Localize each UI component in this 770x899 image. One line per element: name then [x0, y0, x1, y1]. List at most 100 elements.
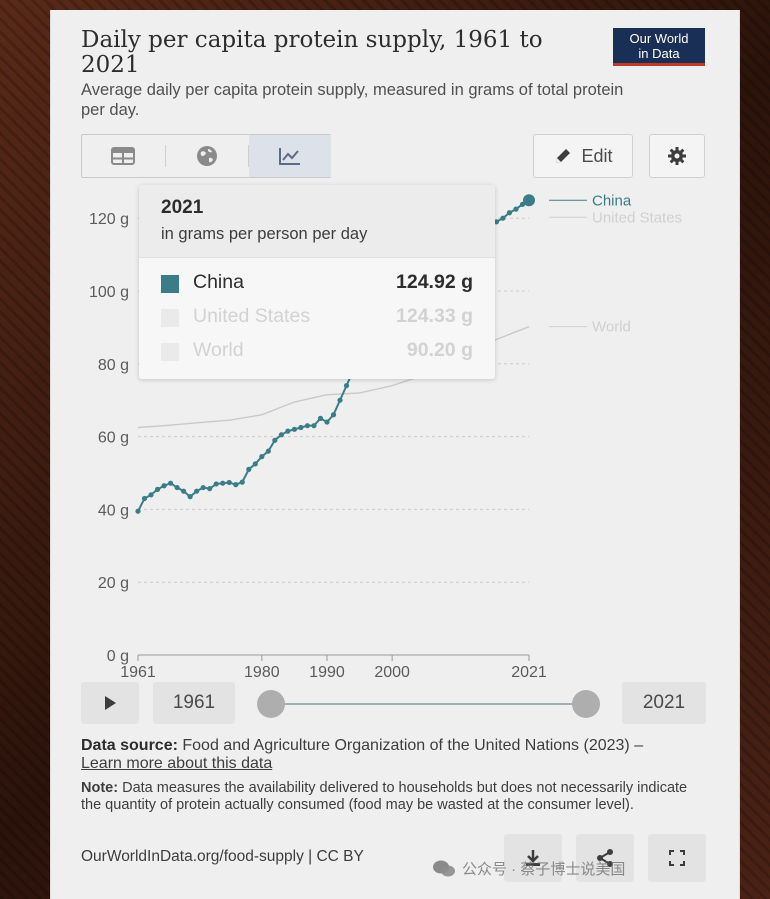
share-icon	[597, 849, 613, 867]
data-point-china	[265, 448, 271, 454]
data-point-china	[161, 483, 167, 489]
data-point-china	[278, 432, 284, 438]
data-point-china	[343, 383, 350, 389]
data-point-china	[272, 437, 278, 443]
source-label: Data source:	[81, 737, 178, 754]
y-tick-label: 120 g	[89, 211, 129, 228]
fullscreen-button[interactable]	[648, 834, 706, 882]
data-point-china	[337, 397, 343, 403]
download-icon	[526, 850, 540, 866]
table-icon	[111, 147, 135, 165]
footer-citation[interactable]: OurWorldInData.org/food-supply | CC BY	[81, 848, 364, 865]
data-point-china	[513, 206, 519, 212]
highlight-point	[523, 194, 535, 207]
data-point-china	[493, 219, 500, 225]
data-point-china	[500, 215, 506, 221]
data-point-china	[298, 424, 304, 431]
data-point-china	[226, 479, 232, 486]
data-point-china	[259, 454, 265, 460]
tooltip-row-value: 124.33 g	[396, 305, 473, 327]
united-states-swatch	[161, 309, 179, 327]
data-point-china	[330, 412, 337, 418]
data-point-china	[239, 479, 245, 485]
timeline-track[interactable]	[273, 703, 585, 705]
data-point-china	[317, 415, 324, 421]
y-tick-label: 100 g	[89, 284, 129, 301]
tooltip-row-world: World 90.20 g	[161, 339, 473, 365]
y-tick-label: 20 g	[98, 575, 129, 592]
end-year-box[interactable]: 2021	[622, 682, 706, 724]
data-point-china	[181, 488, 187, 494]
china-swatch	[161, 275, 179, 293]
logo-line-1: Our World	[629, 31, 689, 46]
x-tick-label: 2000	[374, 664, 410, 680]
edit-label: Edit	[581, 145, 613, 166]
tab-table[interactable]	[82, 135, 164, 177]
data-point-china	[174, 484, 180, 491]
start-year-box[interactable]: 1961	[153, 682, 235, 724]
tooltip: 2021 in grams per person per day China 1…	[139, 185, 495, 379]
world-swatch	[161, 343, 179, 361]
line-label: World	[592, 319, 631, 336]
line-chart-icon	[279, 148, 300, 165]
data-point-china	[187, 494, 193, 500]
download-button[interactable]	[504, 834, 562, 882]
globe-icon	[197, 146, 217, 166]
data-point-china	[291, 426, 297, 432]
tab-chart[interactable]	[249, 135, 331, 177]
chart-card: Daily per capita protein supply, 1961 to…	[50, 10, 740, 899]
tooltip-row-united-states: United States 124.33 g	[161, 305, 473, 331]
timeline-end-handle[interactable]	[572, 690, 600, 718]
data-point-china	[246, 466, 252, 472]
tooltip-unit: in grams per person per day	[161, 225, 368, 243]
tab-map[interactable]	[166, 135, 248, 177]
tooltip-header: 2021 in grams per person per day	[139, 185, 495, 258]
fullscreen-icon	[669, 850, 685, 866]
data-point-china	[220, 480, 226, 486]
share-button[interactable]	[576, 834, 634, 882]
x-tick-label: 1961	[120, 664, 156, 680]
y-tick-label: 80 g	[98, 357, 129, 374]
tooltip-row-name: United States	[193, 305, 311, 327]
data-point-china	[194, 488, 200, 494]
data-point-china	[252, 461, 258, 467]
chart-title: Daily per capita protein supply, 1961 to…	[81, 27, 543, 78]
note: Note: Data measures the availability del…	[81, 780, 701, 813]
play-button[interactable]	[81, 682, 139, 724]
y-tick-label: 0 g	[107, 648, 129, 665]
data-point-china	[135, 508, 141, 514]
data-point-china	[506, 210, 513, 216]
data-source: Data source: Food and Agriculture Organi…	[81, 737, 681, 773]
data-point-china	[324, 419, 330, 425]
data-point-china	[213, 481, 219, 487]
data-point-china	[304, 423, 311, 429]
edit-button[interactable]: Edit	[533, 134, 633, 178]
x-tick-label: 2021	[511, 664, 547, 680]
data-point-china	[141, 495, 148, 502]
learn-more-link[interactable]: Learn more about this data	[81, 755, 273, 772]
x-tick-label: 1980	[244, 664, 280, 680]
data-point-china	[154, 486, 161, 492]
tooltip-row-china: China 124.92 g	[161, 271, 473, 297]
watermark: 公众号 · 蔡子博士说美国	[432, 858, 625, 879]
data-point-china	[285, 428, 291, 434]
tooltip-row-name: China	[193, 271, 244, 293]
settings-button[interactable]	[649, 134, 705, 178]
y-tick-label: 60 g	[98, 430, 129, 447]
note-label: Note:	[81, 780, 119, 796]
timeline-start-handle[interactable]	[257, 690, 285, 718]
owid-logo[interactable]: Our World in Data	[613, 28, 705, 66]
tooltip-year: 2021	[161, 197, 204, 218]
line-label: United States	[592, 209, 682, 226]
tooltip-row-value: 90.20 g	[406, 339, 473, 361]
y-tick-label: 40 g	[98, 502, 129, 519]
chart-subtitle: Average daily per capita protein supply,…	[81, 81, 624, 119]
x-tick-label: 1990	[309, 664, 345, 680]
gear-icon	[668, 147, 686, 165]
note-text: Data measures the availability delivered…	[81, 780, 688, 813]
line-label: China	[592, 192, 632, 209]
source-text: Food and Agriculture Organization of the…	[182, 737, 644, 754]
wechat-icon	[433, 860, 455, 876]
pencil-icon	[556, 149, 571, 163]
data-point-china	[311, 423, 317, 429]
